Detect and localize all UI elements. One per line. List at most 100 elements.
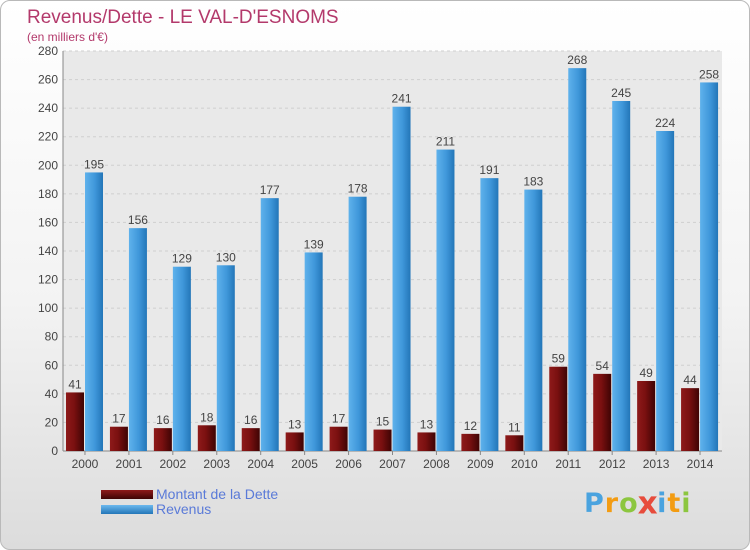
logo-letter: i [657,488,668,519]
data-label-revenus: 195 [84,157,104,171]
y-tick-label: 100 [38,301,58,315]
data-label-revenus: 268 [567,53,587,67]
data-label-debt: 54 [596,359,610,373]
bar-debt [329,426,348,451]
y-tick-label: 260 [38,73,58,87]
x-tick-label: 2007 [379,457,406,471]
data-label-revenus: 258 [699,67,719,81]
bar-debt [197,425,216,451]
x-tick-label: 2000 [72,457,99,471]
bar-revenus [436,149,455,452]
bar-debt [373,429,392,451]
chart-title: Revenus/Dette - LE VAL-D'ESNOMS [27,7,339,28]
data-label-revenus: 191 [479,163,499,177]
data-label-revenus: 245 [611,86,631,100]
data-label-revenus: 129 [172,252,192,266]
bar-debt [637,381,656,451]
data-label-revenus: 178 [348,182,368,196]
data-label-debt: 11 [508,420,521,434]
data-label-revenus: 183 [523,175,543,189]
x-tick-label: 2011 [555,457,581,471]
y-tick-label: 280 [38,44,58,58]
bar-revenus [392,106,411,451]
bar-debt [109,426,128,451]
data-label-revenus: 130 [216,250,236,264]
bar-revenus [85,172,103,451]
x-tick-label: 2006 [335,457,362,471]
x-tick-label: 2010 [511,457,538,471]
y-tick-label: 120 [38,273,58,287]
logo-letter: i [681,488,692,519]
data-label-revenus: 224 [655,116,675,130]
bar-debt [241,428,260,451]
bar-revenus [568,68,587,452]
bar-revenus [480,178,499,451]
data-label-debt: 12 [464,419,478,433]
bar-debt [681,388,700,451]
bar-debt [593,373,612,451]
logo-letter: P [584,488,605,519]
y-tick-label: 220 [38,130,58,144]
y-tick-label: 0 [51,444,58,458]
bar-debt [285,432,304,451]
data-label-debt: 17 [112,412,126,426]
data-label-debt: 41 [68,377,82,391]
bar-revenus [304,252,323,451]
bar-revenus [260,198,279,451]
y-tick-label: 180 [38,187,58,201]
bar-revenus [348,196,367,451]
bar-debt [505,435,524,451]
logo-letter: t [667,488,682,519]
bar-debt [549,366,568,451]
legend-swatch-revenus [101,505,153,514]
y-tick-label: 240 [38,101,58,115]
bar-revenus [128,228,147,451]
data-label-revenus: 139 [304,237,324,251]
x-tick-label: 2013 [643,457,670,471]
x-tick-label: 2008 [423,457,450,471]
data-label-debt: 15 [376,415,390,429]
x-tick-label: 2005 [291,457,318,471]
data-label-debt: 13 [420,417,434,431]
legend-label-debt: Montant de la Dette [156,486,279,502]
bar-revenus [656,131,675,451]
x-tick-label: 2009 [467,457,494,471]
x-tick-label: 2003 [203,457,230,471]
logo-letter: x [637,485,659,522]
x-tick-label: 2002 [159,457,186,471]
bar-debt [66,392,84,451]
x-tick-label: 2004 [247,457,274,471]
data-label-debt: 49 [639,366,653,380]
data-label-debt: 59 [552,352,566,366]
data-label-debt: 18 [200,410,214,424]
legend-swatch-debt [101,490,153,499]
logo-letter: o [619,488,639,519]
bar-debt [153,428,172,451]
bar-debt [417,432,436,451]
x-tick-label: 2014 [687,457,714,471]
data-label-revenus: 211 [436,135,455,149]
data-label-revenus: 177 [260,183,280,197]
y-tick-label: 80 [45,330,59,344]
legend-label-revenus: Revenus [156,501,212,517]
bar-revenus [612,101,631,451]
proxiti-logo: Proxiti [584,485,692,522]
bar-revenus [216,265,235,451]
logo-letter: r [604,488,620,519]
bar-revenus [524,189,543,452]
data-label-debt: 17 [332,412,346,426]
y-tick-label: 160 [38,215,58,229]
data-label-debt: 16 [244,413,258,427]
data-label-revenus: 156 [128,213,148,227]
bar-revenus [172,266,191,451]
y-tick-label: 60 [45,358,59,372]
data-label-revenus: 241 [392,92,412,106]
bar-debt [461,433,480,451]
data-label-debt: 16 [156,413,170,427]
y-tick-label: 20 [45,415,59,429]
chart-subtitle: (en milliers d'€) [27,30,108,44]
x-tick-label: 2012 [599,457,626,471]
x-tick-label: 2001 [116,457,143,471]
